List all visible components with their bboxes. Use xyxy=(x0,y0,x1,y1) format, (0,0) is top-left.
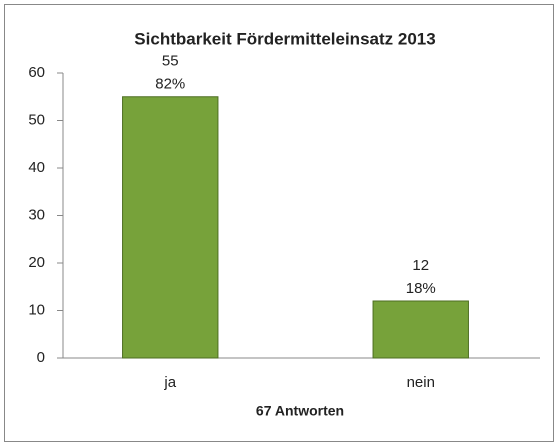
y-tick-label: 10 xyxy=(28,301,45,318)
y-tick-label: 0 xyxy=(37,349,45,366)
bar xyxy=(372,300,469,359)
share-label: 18% xyxy=(406,280,436,297)
y-tick-label: 20 xyxy=(28,254,45,271)
y-tick-label: 30 xyxy=(28,206,45,223)
share-label: 82% xyxy=(155,76,185,93)
value-label: 55 xyxy=(162,53,179,70)
chart-frame xyxy=(4,4,554,442)
y-tick-label: 40 xyxy=(28,159,45,176)
x-tick-label: ja xyxy=(163,374,176,391)
bar xyxy=(122,96,219,359)
y-tick-label: 50 xyxy=(28,111,45,128)
value-label: 12 xyxy=(412,257,429,274)
chart-title: Sichtbarkeit Fördermitteleinsatz 2013 xyxy=(134,29,435,48)
x-axis-label: 67 Antworten xyxy=(256,403,344,419)
x-tick-label: nein xyxy=(407,374,435,391)
y-tick-label: 60 xyxy=(28,64,45,81)
